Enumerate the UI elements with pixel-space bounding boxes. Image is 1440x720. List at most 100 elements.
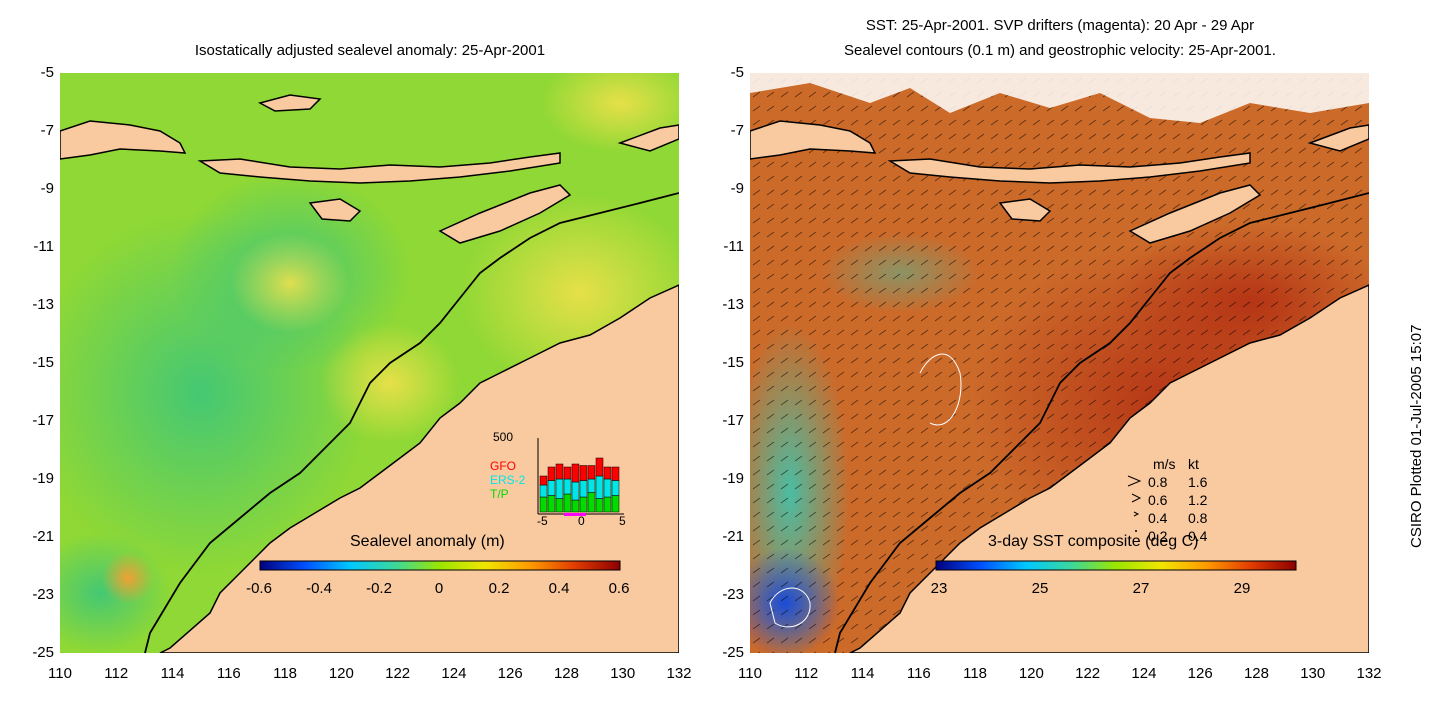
sst-colorbar-ticks: 23 25 27 29 (931, 580, 1296, 600)
left-panel-title: Isostatically adjusted sealevel anomaly:… (194, 42, 546, 59)
inset-bar-tp (579, 496, 588, 513)
right-xtick: 132 (1356, 665, 1382, 682)
timor-island (438, 184, 572, 244)
sumba-island (308, 198, 362, 222)
colorbar-gradient (935, 560, 1297, 571)
inset-bar-ers (587, 478, 596, 493)
speed-legend-arrows (1127, 475, 1142, 532)
sla-colorbar-tick: -0.6 (246, 580, 272, 597)
inset-bar-ers (539, 484, 548, 498)
inset-bar-gfo (587, 465, 596, 480)
inset-xtick-neg5: -5 (537, 514, 548, 528)
inset-bar-tp (611, 495, 620, 513)
inset-bar-gfo (595, 457, 604, 477)
sla-colorbar (259, 560, 621, 571)
right-ytick: -21 (722, 528, 744, 545)
right-xtick: 112 (794, 665, 819, 682)
lesser-sunda-islands (197, 152, 561, 184)
left-xtick: 122 (385, 665, 411, 682)
northern-island (257, 94, 322, 112)
colorbar-gradient (259, 560, 621, 571)
sst-eastern-islands (1307, 124, 1369, 152)
altimeter-inset (537, 438, 624, 516)
left-ytick: -25 (32, 644, 54, 661)
inset-bar-ers (547, 480, 556, 496)
eastern-islands (617, 124, 679, 152)
inset-legend-gfo: GFO (490, 459, 516, 473)
sla-colorbar-ticks: -0.6 -0.4 -0.2 0 0.2 0.4 0.6 (246, 580, 629, 600)
inset-bar-gfo (571, 463, 580, 483)
sealevel-contour (919, 353, 962, 426)
right-ytick: -15 (722, 354, 744, 371)
inset-bar-tp (555, 498, 564, 513)
left-xtick: 118 (273, 665, 298, 682)
cloud-mask (750, 73, 1369, 123)
left-ytick: -7 (40, 122, 54, 139)
right-panel-title-line2: Sealevel contours (0.1 m) and geostrophi… (844, 42, 1276, 59)
left-ytick: -19 (32, 470, 54, 487)
inset-bar-tp (603, 496, 612, 513)
right-xtick: 130 (1300, 665, 1326, 682)
right-xtick: 110 (738, 665, 762, 682)
right-ytick: -11 (723, 238, 744, 255)
left-xtick: 126 (497, 665, 523, 682)
left-ytick: -9 (40, 180, 54, 197)
left-xtick: 130 (610, 665, 636, 682)
sst-lesser-sunda-islands (887, 152, 1251, 184)
sealevel-anomaly-map (60, 73, 679, 653)
inset-bar-tp (571, 499, 580, 513)
sla-colorbar-tick: 0.6 (608, 580, 630, 597)
right-ytick: -19 (722, 470, 744, 487)
sla-colorbar-tick: 0.4 (548, 580, 570, 597)
right-xtick: 120 (1018, 665, 1044, 682)
inset-xtick-5: 5 (619, 514, 626, 528)
inset-bar-tp (539, 496, 548, 513)
sst-colorbar-tick: 25 (1031, 580, 1049, 597)
left-xtick: 132 (666, 665, 692, 682)
left-xtick: 112 (104, 665, 129, 682)
speed-legend-kt-value: 1.6 (1188, 474, 1208, 490)
inset-bar-gfo (539, 475, 548, 486)
sst-colorbar (935, 560, 1297, 571)
right-ytick: -17 (722, 412, 744, 429)
right-xtick: 126 (1187, 665, 1213, 682)
sst-sumba-island (998, 198, 1052, 222)
right-ytick: -5 (730, 64, 744, 81)
drifter-marker (564, 513, 586, 516)
sla-colorbar-label: Sealevel anomaly (m) (350, 533, 505, 550)
inset-xtick-0: 0 (578, 514, 585, 528)
left-xtick: 114 (160, 665, 185, 682)
inset-bar-gfo (603, 466, 612, 480)
inset-bar-ers (611, 480, 620, 496)
speed-legend-kt-value: 0.8 (1188, 510, 1208, 526)
right-xtick: 124 (1131, 665, 1157, 682)
inset-bar-tp (563, 493, 572, 513)
credit-label: CSIRO Plotted 01-Jul-2005 15:07 (1408, 324, 1425, 548)
speed-legend-ms-value: 0.8 (1148, 474, 1168, 490)
right-ytick: -23 (722, 586, 744, 603)
inset-bar-gfo (563, 466, 572, 480)
speed-legend-ms-value: 0.2 (1148, 528, 1168, 544)
left-ytick: -15 (32, 354, 54, 371)
right-xtick: 128 (1243, 665, 1269, 682)
inset-bar-ers (595, 475, 604, 499)
speed-legend-header-kt: kt (1188, 456, 1199, 472)
left-xtick: 124 (441, 665, 467, 682)
java-island (60, 120, 187, 160)
left-ytick: -11 (33, 238, 54, 255)
inset-bar-tp (595, 498, 604, 513)
sla-colorbar-tick: -0.2 (366, 580, 392, 597)
right-ytick: -9 (730, 180, 744, 197)
left-ytick: -21 (32, 528, 54, 545)
sla-colorbar-tick: 0 (434, 580, 444, 597)
inset-ymax-label: 500 (493, 430, 514, 444)
inset-bar-ers (579, 480, 588, 498)
left-ytick: -23 (32, 586, 54, 603)
sst-colorbar-tick: 29 (1233, 580, 1251, 597)
inset-bar-ers (555, 478, 564, 499)
left-ytick: -13 (32, 296, 54, 313)
sst-timor-island (1128, 184, 1262, 244)
sealevel-contour-south (769, 587, 811, 628)
speed-legend-kt-value: 0.4 (1188, 528, 1208, 544)
sst-colorbar-tick: 27 (1132, 580, 1150, 597)
